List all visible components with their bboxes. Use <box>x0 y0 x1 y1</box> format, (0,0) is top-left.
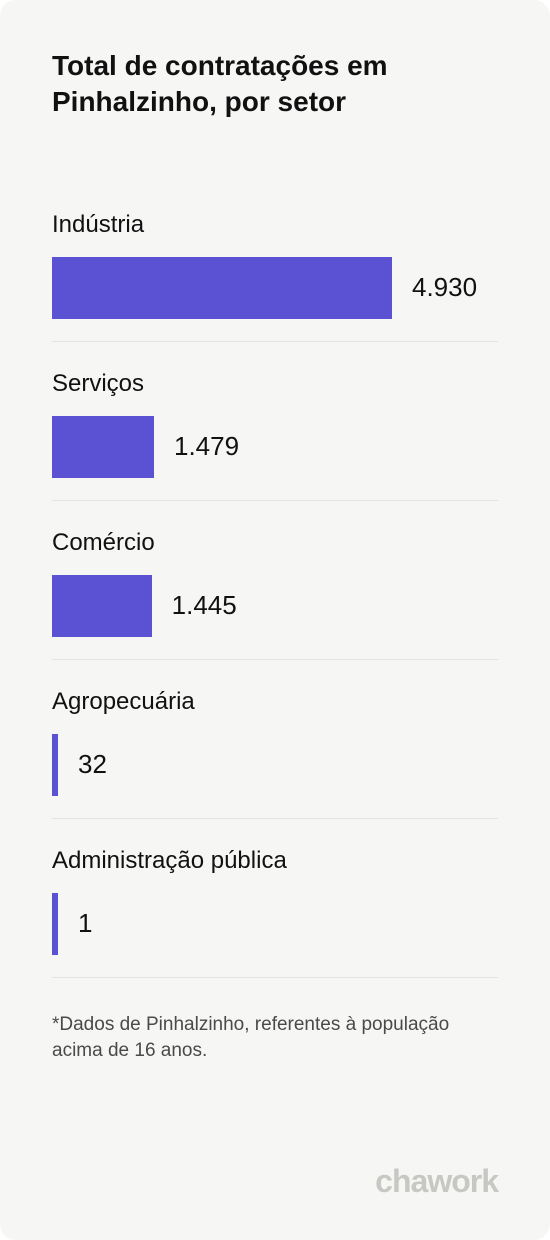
bar-value: 1.479 <box>174 431 239 462</box>
bar-line: 1.445 <box>52 575 498 637</box>
bar-label: Administração pública <box>52 847 498 875</box>
bar-value: 32 <box>78 749 107 780</box>
bar-label: Agropecuária <box>52 688 498 716</box>
bar-row: Comércio 1.445 <box>52 529 498 660</box>
bar-label: Comércio <box>52 529 498 557</box>
bar-value: 1.445 <box>172 590 237 621</box>
chart-title: Total de contratações em Pinhalzinho, po… <box>52 48 498 121</box>
bar-row: Agropecuária 32 <box>52 688 498 819</box>
bar-value: 1 <box>78 908 92 939</box>
bar-row: Indústria 4.930 <box>52 211 498 342</box>
bar-row: Administração pública 1 <box>52 847 498 978</box>
brand-logo: chawork <box>375 1163 498 1200</box>
bar-value: 4.930 <box>412 272 477 303</box>
bar <box>52 575 152 637</box>
bar-line: 1 <box>52 893 498 955</box>
bar-line: 1.479 <box>52 416 498 478</box>
chart-card: Total de contratações em Pinhalzinho, po… <box>0 0 550 1240</box>
bar-line: 4.930 <box>52 257 498 319</box>
bar <box>52 734 58 796</box>
bar-rows: Indústria 4.930 Serviços 1.479 Comércio … <box>52 211 498 978</box>
bar-label: Indústria <box>52 211 498 239</box>
bar <box>52 893 58 955</box>
bar-row: Serviços 1.479 <box>52 370 498 501</box>
bar <box>52 257 392 319</box>
chart-footnote: *Dados de Pinhalzinho, referentes à popu… <box>52 1012 498 1065</box>
bar-label: Serviços <box>52 370 498 398</box>
bar-line: 32 <box>52 734 498 796</box>
bar <box>52 416 154 478</box>
